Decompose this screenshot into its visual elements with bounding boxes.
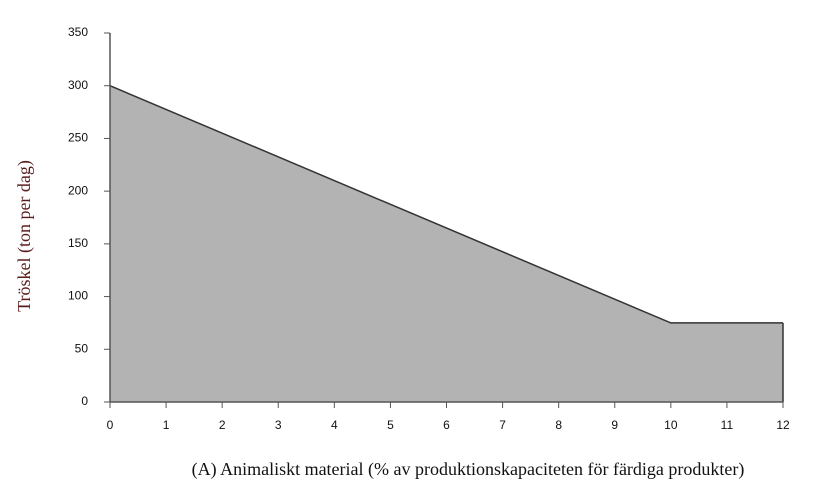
y-tick-label: 250 <box>68 131 88 145</box>
x-tick-label: 4 <box>331 418 338 432</box>
x-tick-label: 5 <box>387 418 394 432</box>
x-tick-label: 2 <box>219 418 226 432</box>
x-tick-label: 8 <box>555 418 562 432</box>
x-tick-label: 3 <box>275 418 282 432</box>
y-tick-label: 350 <box>68 25 88 39</box>
x-tick-label: 9 <box>611 418 618 432</box>
area-line <box>109 85 783 324</box>
y-tick-label: 200 <box>68 183 88 197</box>
y-axis-label: Tröskel (ton per dag) <box>14 160 35 312</box>
x-axis-label: (A) Animaliskt material (% av produktion… <box>192 459 745 480</box>
y-tick-label: 50 <box>75 341 89 355</box>
x-tick-label: 6 <box>443 418 450 432</box>
x-tick-label: 7 <box>499 418 506 432</box>
area <box>110 85 783 402</box>
x-tick-label: 12 <box>776 418 790 432</box>
x-tick-label: 10 <box>664 418 678 432</box>
x-tick-label: 0 <box>107 418 114 432</box>
y-tick-label: 150 <box>68 236 88 250</box>
x-tick-label: 1 <box>163 418 170 432</box>
y-tick-label: 300 <box>68 78 88 92</box>
y-tick-label: 100 <box>68 289 88 303</box>
y-tick-label: 0 <box>81 394 88 408</box>
x-tick-label: 11 <box>721 418 734 432</box>
